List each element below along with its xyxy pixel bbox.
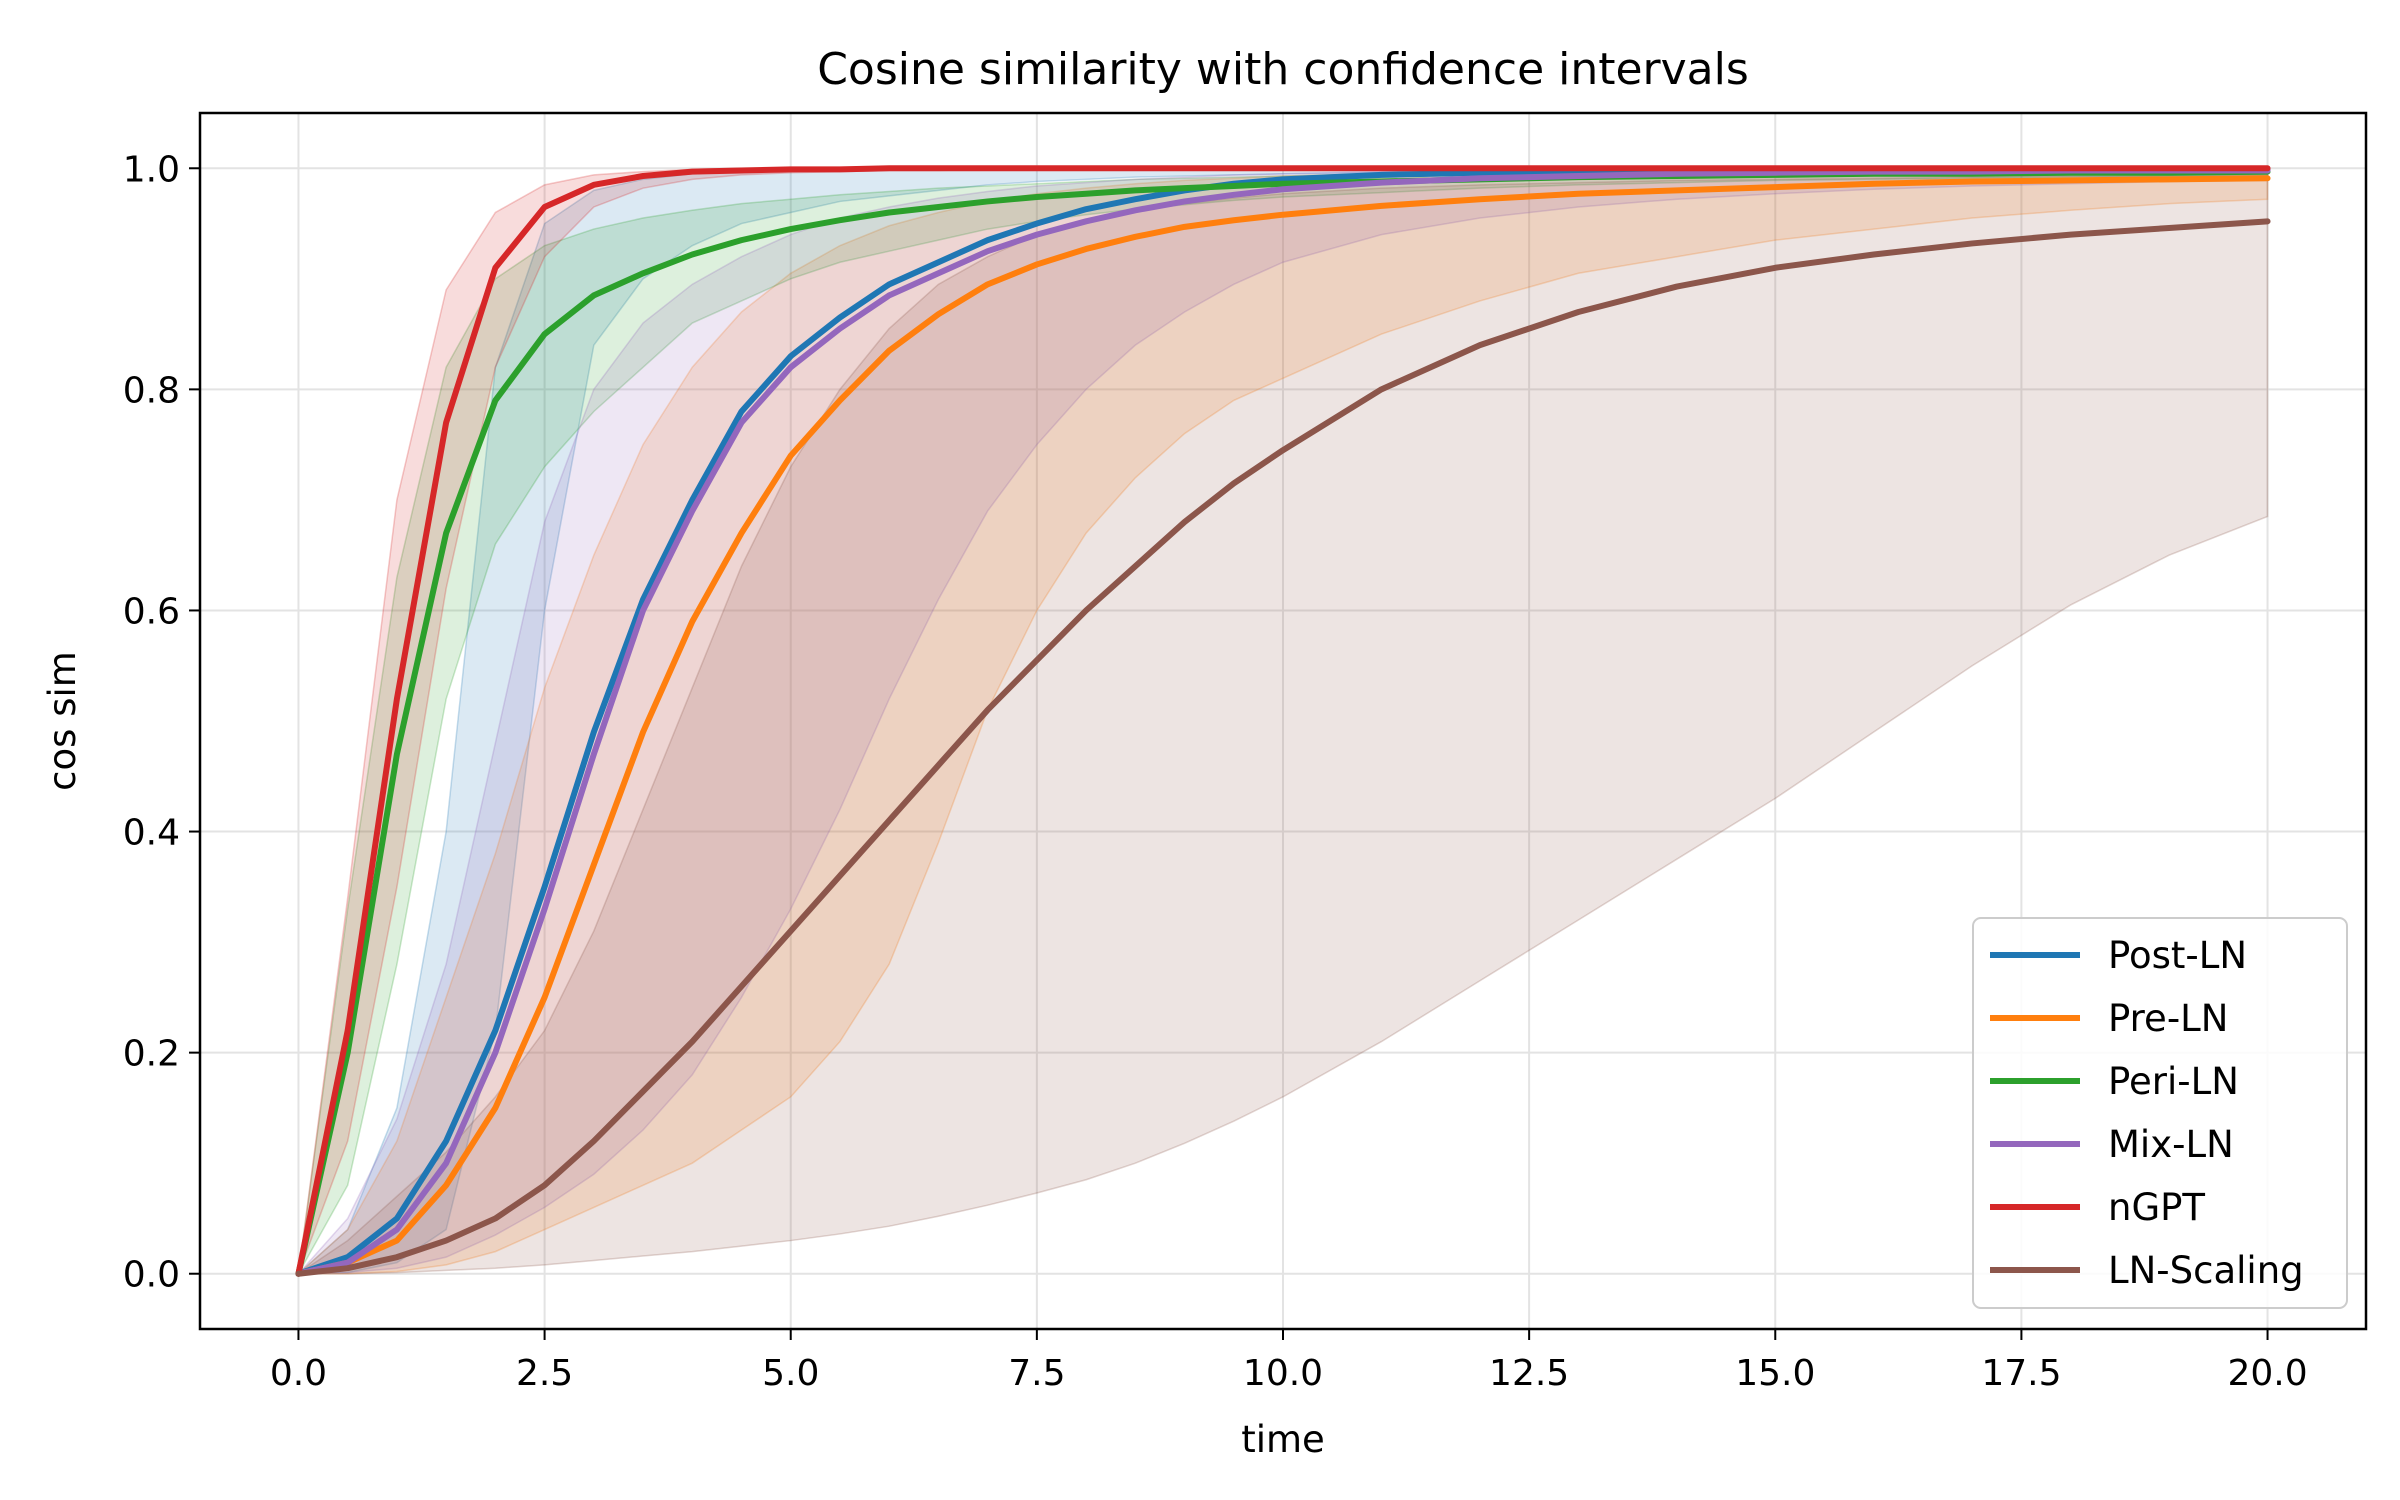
x-tick-label: 20.0	[2227, 1353, 2307, 1394]
x-tick-label: 15.0	[1735, 1353, 1815, 1394]
x-tick-label: 2.5	[516, 1353, 573, 1394]
y-tick-label: 0.0	[123, 1255, 180, 1296]
confidence-band-pre-ln	[296, 168, 2269, 1275]
x-axis-title: time	[1241, 1418, 1325, 1461]
series-lines	[295, 165, 2271, 1277]
series-line-ngpt	[295, 165, 2271, 1277]
series-line-pre-ln	[295, 175, 2271, 1277]
y-tick-label: 1.0	[123, 149, 180, 190]
y-tick-label: 0.6	[123, 591, 180, 632]
legend-label-ln-scaling: LN-Scaling	[2108, 1249, 2304, 1292]
legend-label-peri-ln: Peri-LN	[2108, 1060, 2239, 1103]
x-tick-label: 5.0	[762, 1353, 819, 1394]
x-tick-label: 0.0	[270, 1353, 327, 1394]
series-line-mix-ln	[295, 167, 2271, 1277]
legend-label-post-ln: Post-LN	[2108, 934, 2247, 977]
legend-label-ngpt: nGPT	[2108, 1186, 2205, 1229]
y-tick-label: 0.8	[123, 370, 180, 411]
y-tick-label: 0.4	[123, 813, 180, 854]
confidence-band-ln-scaling	[295, 174, 2269, 1275]
legend: Post-LN Pre-LN Peri-LN Mix-LN nGPT LN-Scaling	[1972, 917, 2348, 1309]
x-axis-ticks: 0.0 2.5 5.0 7.5 10.0 12.5 15.0 17.5 20.0	[270, 1329, 2308, 1394]
legend-label-pre-ln: Pre-LN	[2108, 997, 2228, 1040]
x-tick-label: 17.5	[1981, 1353, 2061, 1394]
chart-title: Cosine similarity with confidence interv…	[817, 44, 1749, 95]
x-tick-label: 10.0	[1243, 1353, 1323, 1394]
y-axis-ticks: 0.0 0.2 0.4 0.6 0.8 1.0	[123, 149, 200, 1296]
legend-items: Post-LN Pre-LN Peri-LN Mix-LN nGPT LN-Scaling	[1990, 934, 2304, 1292]
series-line-ln-scaling	[295, 218, 2271, 1277]
y-axis-title: cos sim	[41, 651, 84, 791]
legend-label-mix-ln: Mix-LN	[2108, 1123, 2234, 1166]
y-tick-label: 0.2	[123, 1034, 180, 1075]
x-tick-label: 12.5	[1489, 1353, 1569, 1394]
x-tick-label: 7.5	[1008, 1353, 1065, 1394]
